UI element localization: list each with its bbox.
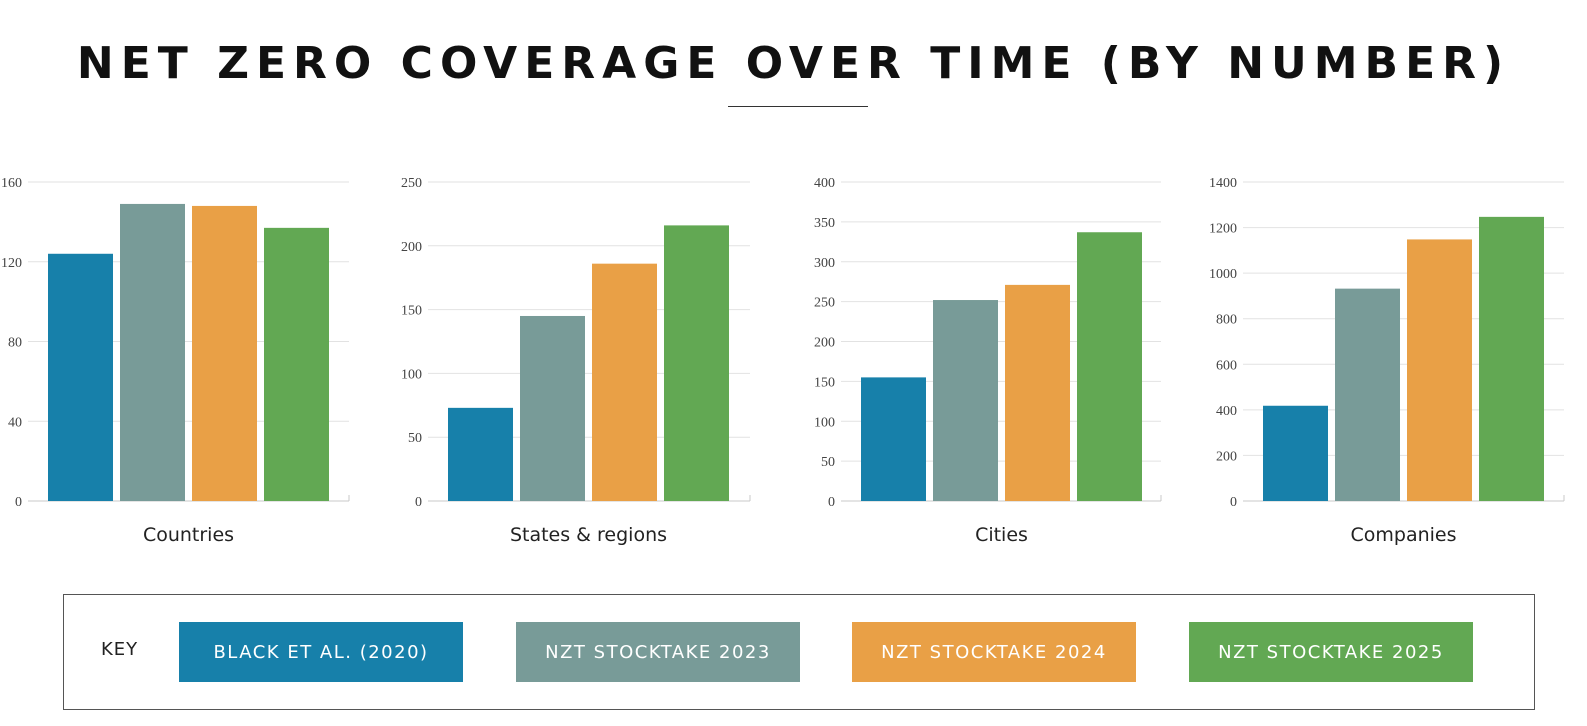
y-tick-label-cities: 400 — [814, 176, 835, 191]
bar-charts: 0 40 80 120 160 Countries 0 50 100 150 200 250 State… — [1, 176, 1565, 546]
bar-states-regions-3 — [592, 263, 657, 501]
bar-cities-4 — [1077, 232, 1142, 501]
y-tick-label-companies: 1000 — [1209, 267, 1237, 282]
category-label-companies: Companies — [1350, 524, 1456, 546]
y-tick-label-companies: 0 — [1230, 495, 1237, 510]
bar-countries-3 — [192, 205, 257, 502]
y-tick-label-countries: 120 — [1, 256, 22, 271]
bar-states-regions-2 — [520, 315, 585, 501]
y-tick-label-states-regions: 100 — [401, 367, 422, 382]
y-tick-label-companies: 600 — [1216, 358, 1237, 373]
y-tick-label-companies: 1200 — [1209, 222, 1237, 237]
y-tick-label-cities: 0 — [828, 495, 835, 510]
chart-title: NET ZERO COVERAGE OVER TIME (BY NUMBER) — [76, 38, 1511, 89]
bar-states-regions-4 — [664, 225, 729, 501]
bar-cities-3 — [1005, 284, 1070, 501]
y-tick-label-companies: 400 — [1216, 404, 1237, 419]
y-tick-label-cities: 150 — [814, 375, 835, 390]
legend: KEY BLACK ET AL. (2020) NZT STOCKTAKE 20… — [63, 594, 1535, 710]
legend-item-stocktake-2025: NZT STOCKTAKE 2025 — [1189, 622, 1473, 682]
bar-cities-1 — [861, 377, 926, 501]
bar-countries-2 — [120, 203, 185, 501]
y-tick-label-states-regions: 250 — [401, 176, 422, 191]
bar-companies-3 — [1407, 239, 1472, 502]
bar-cities-2 — [933, 300, 998, 501]
y-tick-label-states-regions: 150 — [401, 304, 422, 319]
y-tick-label-cities: 250 — [814, 296, 835, 311]
y-tick-label-countries: 80 — [8, 336, 22, 351]
bar-countries-1 — [48, 253, 113, 501]
legend-item-stocktake-2023: NZT STOCKTAKE 2023 — [516, 622, 800, 682]
bar-countries-4 — [264, 227, 329, 501]
y-tick-label-cities: 350 — [814, 216, 835, 231]
y-tick-label-cities: 200 — [814, 336, 835, 351]
y-tick-label-states-regions: 200 — [401, 240, 422, 255]
y-tick-label-cities: 300 — [814, 256, 835, 271]
bar-companies-4 — [1479, 216, 1544, 501]
y-tick-label-companies: 200 — [1216, 449, 1237, 464]
y-tick-label-countries: 40 — [8, 415, 22, 430]
y-tick-label-cities: 100 — [814, 415, 835, 430]
category-label-states-regions: States & regions — [510, 524, 667, 546]
legend-item-black-2020: BLACK ET AL. (2020) — [179, 622, 463, 682]
legend-key-label: KEY — [101, 639, 139, 660]
legend-item-stocktake-2024: NZT STOCKTAKE 2024 — [852, 622, 1136, 682]
category-label-countries: Countries — [143, 524, 234, 546]
title-underline — [728, 106, 868, 107]
y-tick-label-countries: 160 — [1, 176, 22, 191]
y-tick-label-countries: 0 — [15, 495, 22, 510]
bar-states-regions-1 — [448, 407, 513, 501]
y-tick-label-companies: 1400 — [1209, 176, 1237, 191]
y-tick-label-cities: 50 — [821, 455, 835, 470]
bar-companies-1 — [1263, 405, 1328, 501]
y-tick-label-states-regions: 50 — [408, 431, 422, 446]
category-label-cities: Cities — [975, 524, 1028, 546]
y-tick-label-states-regions: 0 — [415, 495, 422, 510]
y-tick-label-companies: 800 — [1216, 313, 1237, 328]
bar-companies-2 — [1335, 288, 1400, 501]
